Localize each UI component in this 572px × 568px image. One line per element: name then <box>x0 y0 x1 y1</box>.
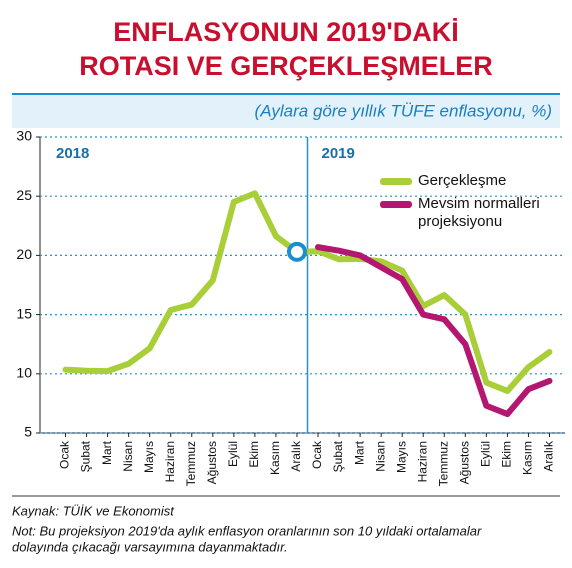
year-end-marker <box>286 241 307 262</box>
x-tick-label: Temmuz <box>436 441 450 486</box>
x-tick-label: Ocak <box>58 440 72 469</box>
x-tick-label: Şubat <box>331 440 345 472</box>
x-tick-label: Haziran <box>163 441 177 482</box>
x-tick-label: Nisan <box>373 441 387 472</box>
x-tick-label: Kasım <box>521 441 535 475</box>
source: Kaynak: TÜİK ve Ekonomist <box>12 503 175 518</box>
x-tick-label: Mart <box>352 440 366 465</box>
x-tick-label: Aralık <box>542 440 556 472</box>
y-tick-label: 10 <box>16 365 32 381</box>
x-tick-label: Mayıs <box>394 441 408 473</box>
note: dolayında çıkacağı varsayımına dayanmakt… <box>12 539 288 554</box>
y-tick-label: 20 <box>16 246 32 262</box>
x-tick-label: Ekim <box>500 441 514 468</box>
x-tick-label: Kasım <box>268 441 282 475</box>
x-tick-label: Nisan <box>121 441 135 472</box>
x-tick-label: Haziran <box>415 441 429 482</box>
x-tick-label: Ağustos <box>205 441 219 484</box>
x-tick-label: Mayıs <box>142 441 156 473</box>
year-label: 2018 <box>56 145 89 162</box>
y-tick-label: 30 <box>16 128 32 144</box>
x-tick-label: Ağustos <box>457 441 471 484</box>
x-tick-label: Şubat <box>79 440 93 472</box>
legend-swatch <box>380 178 412 185</box>
note: Not: Bu projeksiyon 2019'da aylık enflas… <box>12 523 482 538</box>
x-tick-label: Ekim <box>247 441 261 468</box>
y-tick-label: 15 <box>16 305 32 321</box>
series-line <box>315 244 553 418</box>
y-tick-label: 5 <box>24 424 32 440</box>
year-label: 2019 <box>322 145 355 162</box>
x-tick-label: Aralık <box>289 440 303 472</box>
chart-title: ENFLASYONUN 2019'DAKİ <box>113 17 459 47</box>
legend-swatch <box>380 201 412 208</box>
series-line <box>62 190 553 394</box>
x-tick-label: Mart <box>100 440 114 465</box>
x-tick-label: Eylül <box>226 441 240 467</box>
x-tick-label: Eylül <box>479 441 493 467</box>
y-tick-label: 25 <box>16 187 32 203</box>
subtitle: (Aylara göre yıllık TÜFE enflasyonu, %) <box>255 101 552 120</box>
x-tick-label: Ocak <box>310 440 324 469</box>
x-tick-label: Temmuz <box>184 441 198 486</box>
legend-label: Mevsim normalleri projeksiyonu <box>418 195 540 230</box>
legend-label: Gerçekleşme <box>418 172 507 189</box>
chart-title: ROTASI VE GERÇEKLEŞMELER <box>79 51 493 81</box>
subtitle-band <box>12 94 560 128</box>
